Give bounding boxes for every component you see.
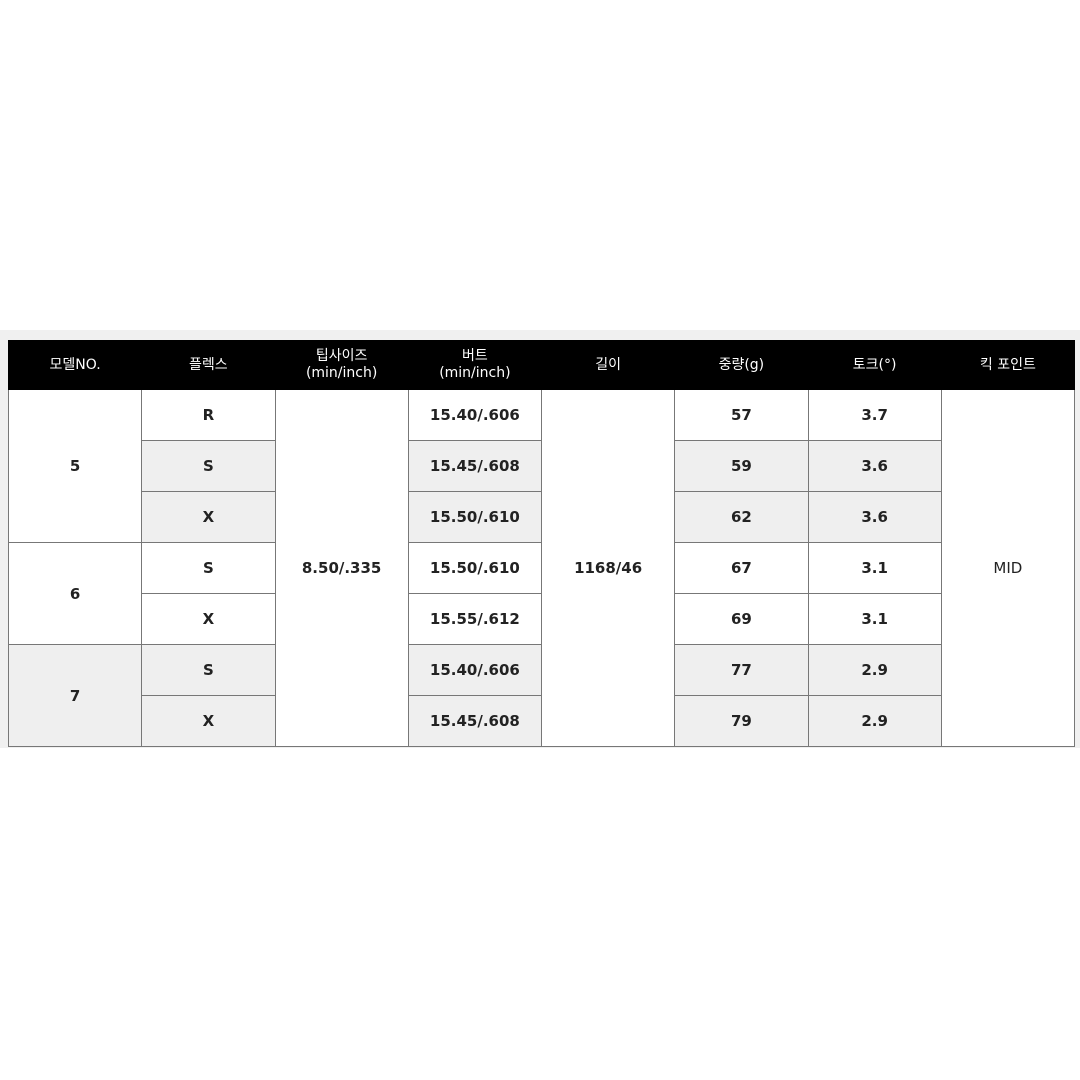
- butt-cell: 15.55/.612: [407, 593, 543, 645]
- flex-cell: S: [141, 644, 276, 696]
- header-kick-point: 킥 포인트: [940, 340, 1076, 390]
- model-cell: 7: [7, 644, 143, 747]
- flex-cell: R: [141, 389, 276, 441]
- flex-cell: S: [141, 440, 276, 492]
- torque-cell: 2.9: [807, 695, 942, 747]
- table-row: 5 R 8.50/.335 15.40/.606 1168/46 57 3.7 …: [7, 389, 1076, 747]
- weight-cell: 77: [674, 644, 809, 696]
- weight-cell: 79: [674, 695, 809, 747]
- table-row: X 15.55/.612 69 3.1: [9, 593, 1075, 645]
- header-weight: 중량(g): [674, 340, 809, 390]
- table-row: 6 S 15.50/.610 67 3.1: [7, 542, 1075, 645]
- torque-cell: 2.9: [807, 644, 942, 696]
- weight-cell: 57: [674, 389, 809, 441]
- weight-cell: 67: [674, 542, 809, 594]
- model-cell: 5: [7, 389, 143, 543]
- header-butt-unit: (min/inch): [439, 365, 511, 381]
- flex-cell: X: [141, 695, 276, 747]
- kick-point-cell: MID: [940, 389, 1076, 747]
- torque-cell: 3.6: [807, 491, 942, 543]
- table-row: X 15.45/.608 79 2.9: [9, 695, 1075, 747]
- length-cell: 1168/46: [540, 389, 676, 747]
- weight-cell: 69: [674, 593, 809, 645]
- butt-cell: 15.45/.608: [407, 440, 543, 492]
- table-row: X 15.50/.610 62 3.6: [9, 491, 1075, 543]
- header-butt-label: 버트: [461, 348, 488, 364]
- header-length: 길이: [540, 340, 676, 390]
- butt-cell: 15.45/.608: [407, 695, 543, 747]
- flex-cell: X: [141, 593, 276, 645]
- spec-table: 모델NO. 플렉스 팁사이즈 (min/inch) 버트 (min/inch) 길이…: [7, 340, 1076, 747]
- header-flex: 플렉스: [141, 340, 276, 390]
- butt-cell: 15.50/.610: [407, 491, 543, 543]
- table-row: S 15.45/.608 59 3.6: [9, 440, 1075, 492]
- butt-cell: 15.50/.610: [407, 542, 543, 594]
- butt-cell: 15.40/.606: [407, 644, 543, 696]
- butt-cell: 15.40/.606: [407, 389, 543, 441]
- torque-cell: 3.1: [807, 593, 942, 645]
- model-cell: 6: [7, 542, 143, 645]
- weight-cell: 59: [674, 440, 809, 492]
- torque-cell: 3.6: [807, 440, 942, 492]
- header-row: 모델NO. 플렉스 팁사이즈 (min/inch) 버트 (min/inch) 길이…: [7, 340, 1076, 390]
- header-tip-size: 팁사이즈 (min/inch): [274, 340, 409, 390]
- header-model: 모델NO.: [7, 340, 143, 390]
- tip-size-cell: 8.50/.335: [274, 389, 409, 747]
- header-butt: 버트 (min/inch): [407, 340, 543, 390]
- flex-cell: S: [141, 542, 276, 594]
- torque-cell: 3.7: [807, 389, 942, 441]
- header-torque: 토크(°): [807, 340, 942, 390]
- header-tip-unit: (min/inch): [305, 365, 378, 381]
- flex-cell: X: [141, 491, 276, 543]
- header-tip-label: 팁사이즈: [315, 348, 368, 364]
- torque-cell: 3.1: [807, 542, 942, 594]
- weight-cell: 62: [674, 491, 809, 543]
